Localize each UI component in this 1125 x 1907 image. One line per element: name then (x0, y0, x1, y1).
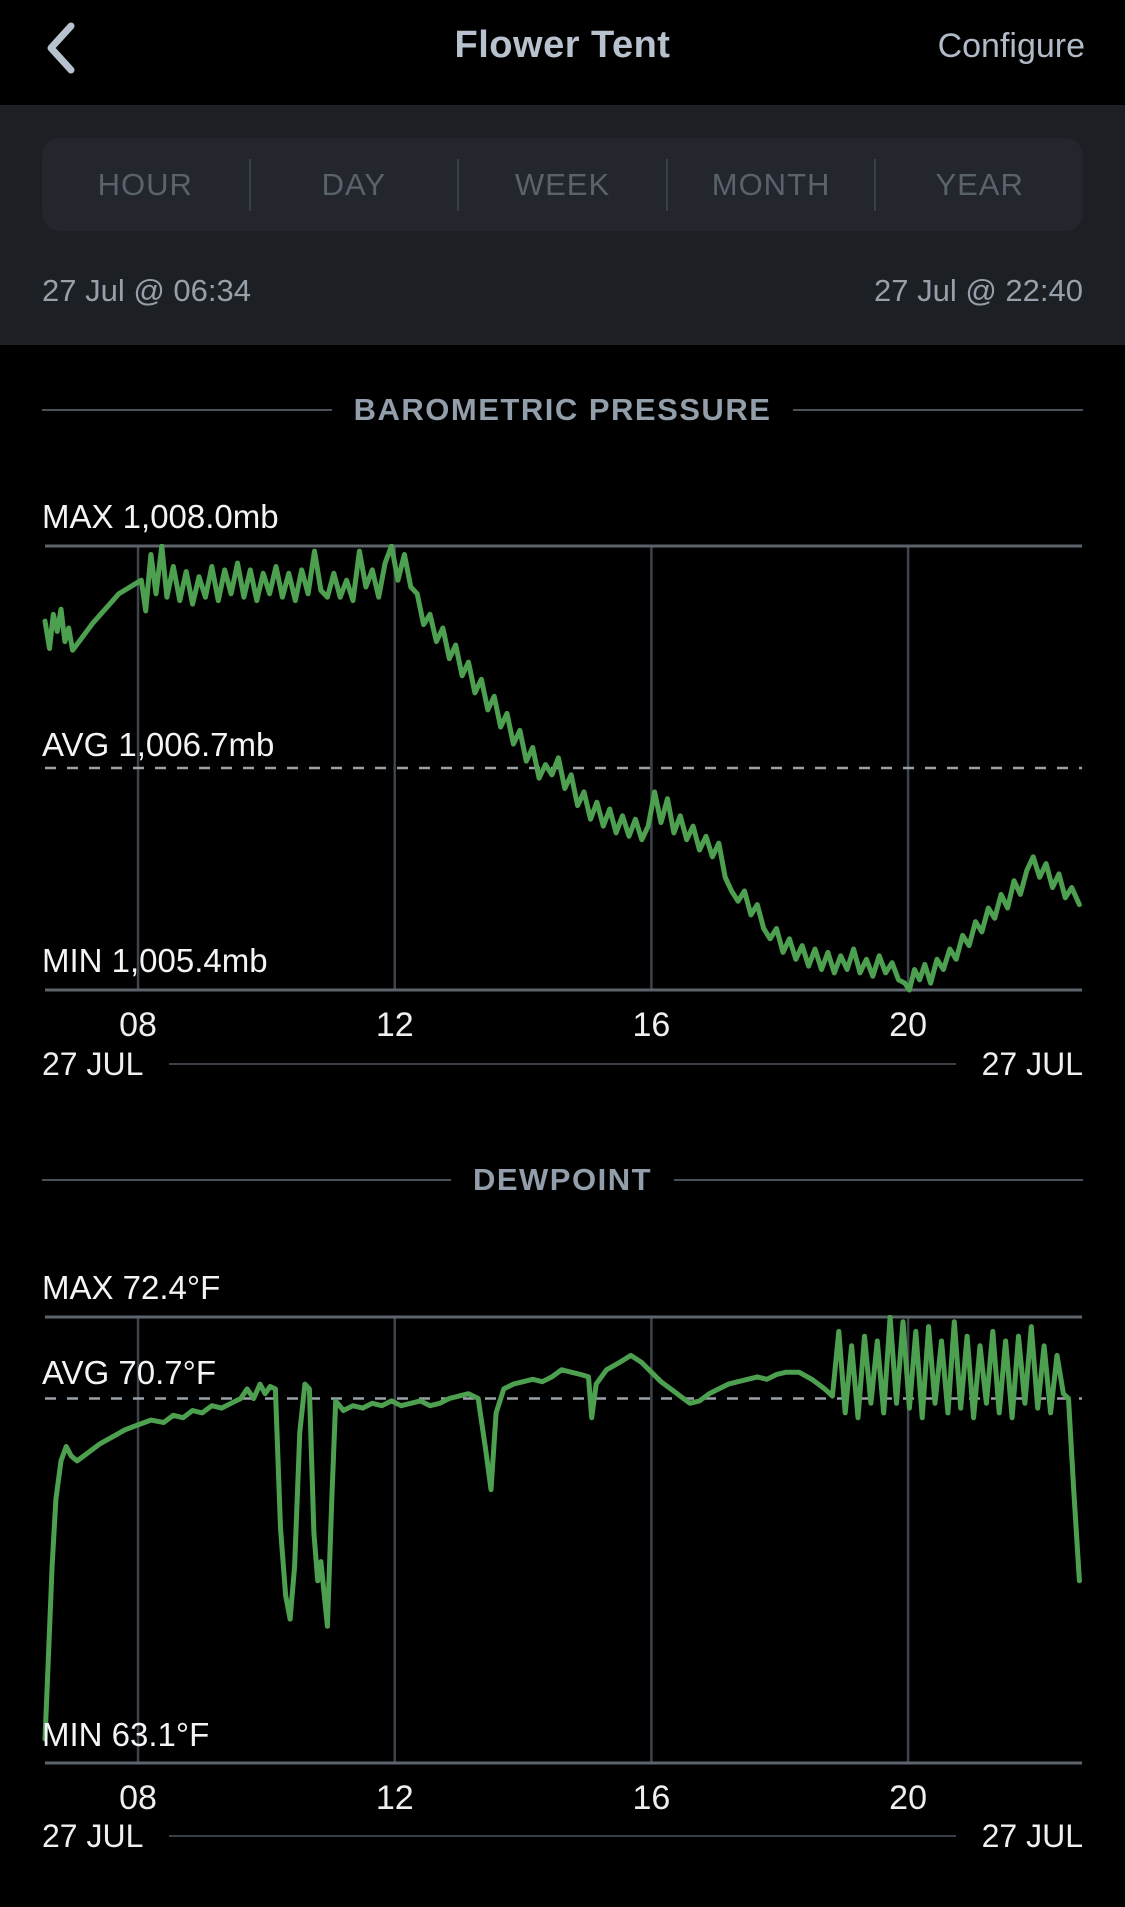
dewpoint-chart-footer: 27 JUL 27 JUL (42, 1816, 1083, 1856)
date-range-row: 27 Jul @ 06:34 27 Jul @ 22:40 (42, 273, 1083, 309)
x-tick-label: 12 (376, 1006, 414, 1044)
x-tick-label: 08 (119, 1779, 157, 1817)
pressure-avg-label: AVG 1,006.7mb (42, 726, 275, 763)
pressure-chart: 08 12 16 20 (42, 544, 1082, 1044)
pressure-max-label: MAX 1,008.0mb (42, 498, 279, 535)
footer-rule (169, 1835, 956, 1837)
dewpoint-chart-title: DEWPOINT (472, 1162, 653, 1197)
footer-date-right: 27 JUL (981, 1817, 1083, 1854)
page-title: Flower Tent (454, 24, 671, 66)
pressure-min-label: MIN 1,005.4mb (42, 942, 268, 979)
series-line (42, 1315, 1082, 1742)
tab-week[interactable]: WEEK (459, 138, 666, 231)
tab-divider (248, 158, 251, 211)
dewpoint-chart: 08 12 16 20 (42, 1315, 1082, 1817)
x-tick-label: 20 (889, 1779, 927, 1817)
title-rule-left (42, 1179, 451, 1181)
pressure-chart-footer: 27 JUL 27 JUL (42, 1044, 1083, 1084)
dewpoint-avg-label: AVG 70.7°F (42, 1354, 216, 1391)
x-tick-label: 16 (632, 1006, 670, 1044)
dewpoint-chart-title-row: DEWPOINT (42, 1162, 1083, 1198)
range-end-label: 27 Jul @ 22:40 (874, 273, 1083, 308)
footer-rule (169, 1063, 956, 1065)
range-start-label: 27 Jul @ 06:34 (42, 273, 251, 308)
x-tick-label: 12 (376, 1779, 414, 1817)
x-tick-label: 08 (119, 1006, 157, 1044)
footer-date-left: 27 JUL (42, 1045, 144, 1082)
time-range-segmented-control: HOUR DAY WEEK MONTH YEAR (42, 138, 1083, 231)
dewpoint-max-label: MAX 72.4°F (42, 1269, 221, 1306)
title-rule-right (674, 1179, 1083, 1181)
x-tick-label: 16 (632, 1779, 670, 1817)
dewpoint-min-label: MIN 63.1°F (42, 1716, 210, 1753)
tab-day[interactable]: DAY (251, 138, 458, 231)
x-tick-label: 20 (889, 1006, 927, 1044)
footer-date-left: 27 JUL (42, 1817, 144, 1854)
title-rule-right (793, 409, 1084, 411)
title-rule-left (42, 409, 332, 411)
tab-year[interactable]: YEAR (876, 138, 1083, 231)
tab-month[interactable]: MONTH (668, 138, 875, 231)
time-range-panel: HOUR DAY WEEK MONTH YEAR 27 Jul @ 06:34 … (0, 105, 1125, 345)
tab-divider (665, 158, 668, 211)
tab-divider (874, 158, 877, 211)
pressure-chart-title-row: BAROMETRIC PRESSURE (42, 392, 1084, 428)
footer-date-right: 27 JUL (981, 1045, 1083, 1082)
tab-hour[interactable]: HOUR (42, 138, 249, 231)
chevron-left-icon (47, 22, 75, 73)
pressure-chart-title: BAROMETRIC PRESSURE (353, 392, 772, 427)
series-line (42, 544, 1082, 993)
navigation-bar: Flower Tent Configure (0, 0, 1125, 105)
back-button[interactable] (30, 14, 90, 84)
configure-button[interactable]: Configure (937, 27, 1085, 65)
tab-divider (457, 158, 460, 211)
